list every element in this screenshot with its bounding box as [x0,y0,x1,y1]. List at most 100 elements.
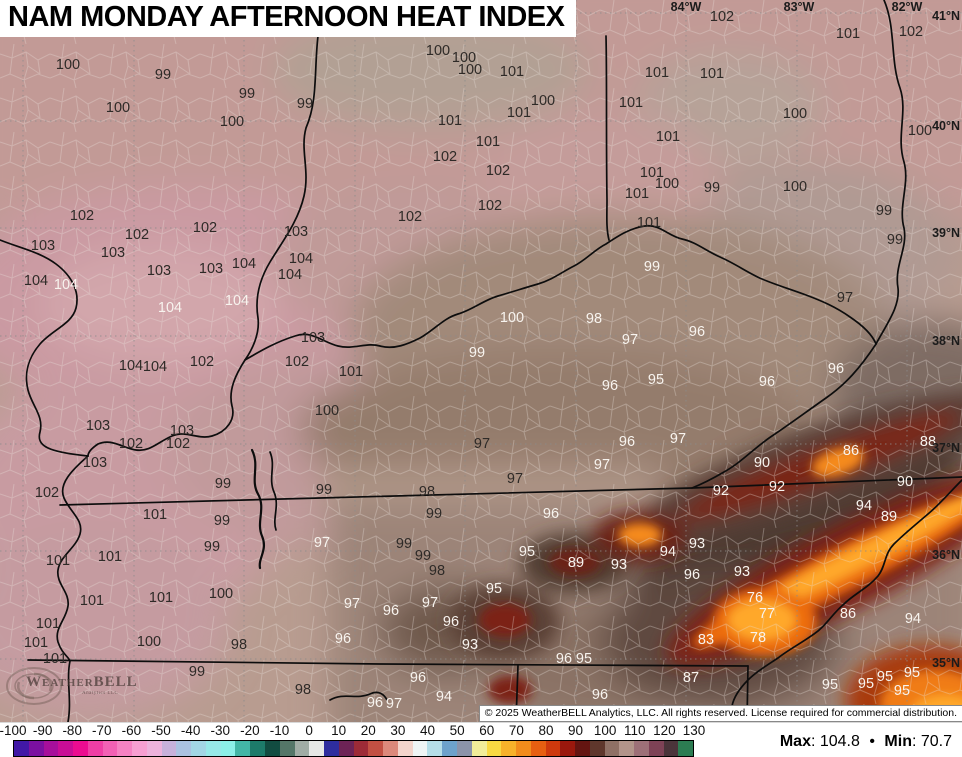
heat-index-value: 102 [398,209,422,225]
heat-index-value: 96 [367,695,383,711]
map-title: NAM MONDAY AFTERNOON HEAT INDEX [0,0,577,37]
stats-separator: • [869,733,875,750]
latitude-label: 40°N [932,119,960,133]
heat-index-value: 89 [568,555,584,571]
heat-index-value: 99 [215,476,231,492]
colorbar-segment [161,741,177,756]
colorbar-tick: 100 [593,723,617,738]
heat-index-value: 104 [232,256,256,272]
colorbar-segment [250,741,266,756]
heat-index-value: 78 [750,630,766,646]
heat-index-value: 101 [619,95,643,111]
colorbar-segment [279,741,295,756]
heat-index-value: 104 [158,300,182,316]
colorbar-segment [471,741,487,756]
river-tennessee-south [329,691,388,701]
heat-index-value: 102 [125,227,149,243]
watermark-brand: WeatherBELL [26,674,138,690]
heat-index-value: 103 [31,238,55,254]
colorbar-segment [176,741,192,756]
border-ky-va [691,343,877,489]
heat-index-map-canvas: 100 99 99 99 100 100 100 100 100 101 100 101 101 101 1… [0,0,962,722]
latitude-label: 38°N [932,334,960,348]
heat-index-value: 94 [436,689,452,705]
colorbar-tick: -100 [0,723,27,738]
heat-index-value: 76 [747,590,763,606]
heat-index-value: 100 [137,634,161,650]
heat-index-value: 102 [70,208,94,224]
county-boundaries-texture [0,0,962,722]
heat-index-value: 90 [754,455,770,471]
heat-index-value: 100 [56,57,80,73]
heat-index-value: 95 [519,544,535,560]
heat-index-value: 96 [335,631,351,647]
colorbar-tick: 20 [360,723,376,738]
colorbar-tick: -70 [92,723,112,738]
heat-index-value: 101 [625,186,649,202]
colorbar-segment [516,741,531,756]
longitude-label: 84°W [671,0,702,14]
colorbar-tick: 0 [305,723,313,738]
copyright-notice: © 2025 WeatherBELL Analytics, LLC. All r… [478,705,962,722]
heat-index-value: 97 [622,332,638,348]
heat-index-value: 101 [98,549,122,565]
heat-index-value: 103 [199,261,223,277]
heat-index-value: 99 [887,232,903,248]
heat-index-value: 99 [704,180,720,196]
heat-index-value: 86 [840,606,856,622]
colorbar-segment [368,741,384,756]
colorbar-tick: 80 [538,723,554,738]
heat-index-value: 93 [734,564,750,580]
colorbar-segment [530,741,546,756]
colorbar-tick: 110 [624,723,646,738]
river-mississippi-north [0,239,89,457]
heat-index-value: 102 [190,354,214,370]
stats-readout: Max: 104.8 • Min: 70.7 [780,733,952,751]
heat-index-value: 95 [858,676,874,692]
min-label: Min [884,733,912,750]
border-ohio-river-east [244,225,877,361]
colorbar-segment [648,741,664,756]
heat-index-value: 99 [644,259,660,275]
colorbar-segment [560,741,576,756]
colorbar-tick: -30 [210,723,230,738]
heat-index-value: 98 [586,311,602,327]
colorbar-tick: -50 [151,723,171,738]
heat-index-value: 103 [170,423,194,439]
heat-index-value: 101 [36,616,60,632]
border-tn-nc [730,479,962,722]
heat-index-value: 101 [507,105,531,121]
heat-index-value: 102 [710,9,734,25]
colorbar-segment [220,741,236,756]
heat-index-value: 100 [315,403,339,419]
heat-index-value: 96 [619,434,635,450]
heat-index-value: 101 [149,590,173,606]
heat-index-value: 101 [656,129,680,145]
colorbar-segment [383,741,398,756]
heat-index-value: 99 [876,203,892,219]
colorbar-tick: -10 [269,723,290,738]
latitude-label: 39°N [932,226,960,240]
heat-index-value: 100 [458,62,482,78]
heat-index-value: 100 [220,114,244,130]
heat-index-value: 103 [147,263,171,279]
heat-index-value: 100 [500,310,524,326]
heat-index-value: 95 [486,581,502,597]
legend-bar: -100 -90 -80 -70 -60 -50 -40 -30 -20 -10 0 10 20 30 40… [0,722,962,757]
heat-index-value: 100 [908,123,932,139]
colorbar-tick: 90 [568,723,584,738]
colorbar-tick: 120 [653,723,676,738]
longitude-label: 82°W [892,0,923,14]
heat-index-value: 101 [476,134,500,150]
heat-index-value: 100 [655,176,679,192]
colorbar-tick: -90 [32,723,53,738]
river-mississippi-south [56,455,89,722]
max-label: Max [779,733,811,750]
colorbar-segment [117,741,133,756]
heat-index-value: 99 [239,86,255,102]
weatherbell-watermark: WeatherBELL Analytics LLC [4,660,137,712]
colorbar-tick: 130 [682,723,706,738]
heat-index-value: 95 [822,677,838,693]
heat-index-value: 96 [443,614,459,630]
